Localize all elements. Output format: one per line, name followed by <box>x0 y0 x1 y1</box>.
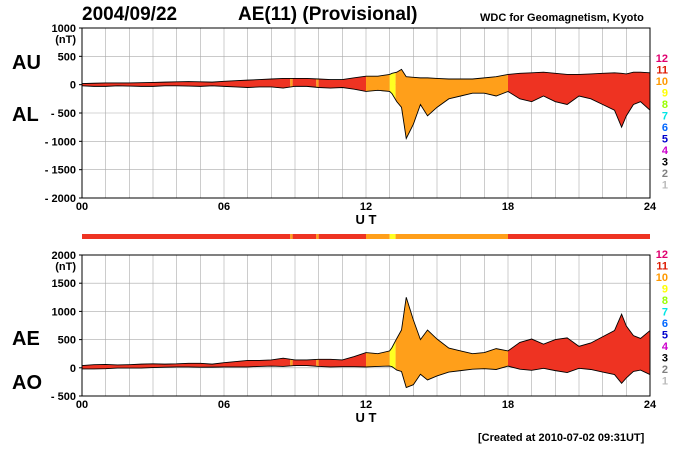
activity-strip-segment-7 <box>395 234 508 239</box>
aual-legend-level-8: 8 <box>662 99 668 111</box>
aual-legend-level-6: 6 <box>662 122 668 134</box>
aeao-legend-level-3: 3 <box>662 353 668 365</box>
aeao-y-tick-label: 0 <box>70 363 76 375</box>
aeao-legend-level-10: 10 <box>656 272 668 284</box>
aeao-activity-fill-0 <box>82 297 291 388</box>
source-label: WDC for Geomagnetism, Kyoto <box>480 12 644 24</box>
al-label: AL <box>12 104 39 126</box>
aual-y-tick-label: - 2000 <box>45 193 76 205</box>
aual-x-axis-label: U T <box>356 212 377 227</box>
aeao-legend-level-8: 8 <box>662 295 668 307</box>
activity-strip-segment-4 <box>318 234 366 239</box>
aual-x-tick-label: 24 <box>644 201 657 213</box>
aual-x-tick-label: 00 <box>76 201 88 213</box>
aeao-legend-level-12: 12 <box>656 249 668 261</box>
aeao-legend-level-9: 9 <box>662 284 668 296</box>
aeao-x-tick-label: 18 <box>502 399 514 411</box>
aual-y-tick-label: - 1000 <box>45 136 76 148</box>
aual-y-tick-label: 1000 <box>52 23 76 35</box>
aeao-y-tick-label: 500 <box>58 335 76 347</box>
aual-legend-level-1: 1 <box>662 180 668 192</box>
aeao-legend-level-7: 7 <box>662 307 668 319</box>
aual-legend-level-11: 11 <box>656 65 668 77</box>
aeao-y-tick-label: 1500 <box>52 278 76 290</box>
aeao-activity-fill-1 <box>290 297 293 388</box>
activity-strip-segment-8 <box>508 234 650 239</box>
activity-strip-segment-0 <box>82 234 291 239</box>
chart-title: AE(11) (Provisional) <box>238 4 418 25</box>
aual-y-tick-label: 500 <box>58 51 76 63</box>
aeao-legend-level-5: 5 <box>662 330 668 342</box>
aeao-legend-level-4: 4 <box>662 341 669 353</box>
activity-strip-segment-1 <box>290 234 293 239</box>
aual-upper-line <box>81 68 651 84</box>
chart-date: 2004/09/22 <box>82 4 178 25</box>
aeao-x-axis-label: U T <box>356 410 377 425</box>
aeao-y-tick-label: 2000 <box>52 250 76 262</box>
aual-legend-level-10: 10 <box>656 76 668 88</box>
aeao-activity-fill-6 <box>389 297 396 388</box>
aeao-y-unit: (nT) <box>55 261 76 273</box>
au-label: AU <box>12 52 41 74</box>
aual-legend-level-12: 12 <box>656 53 668 65</box>
aual-y-unit: (nT) <box>55 34 76 46</box>
aual-legend-level-4: 4 <box>662 145 669 157</box>
aeao-x-tick-label: 06 <box>218 399 230 411</box>
aeao-x-tick-label: 00 <box>76 399 88 411</box>
aual-y-tick-label: - 1500 <box>45 165 76 177</box>
aeao-legend-level-11: 11 <box>656 261 668 273</box>
aeao-lower-line <box>82 365 651 389</box>
aual-legend-level-7: 7 <box>662 111 668 123</box>
aeao-legend-level-1: 1 <box>662 376 668 388</box>
aeao-legend-level-6: 6 <box>662 318 668 330</box>
activity-strip-segment-3 <box>316 234 319 239</box>
aual-legend-level-9: 9 <box>662 88 668 100</box>
activity-strip-segment-2 <box>292 234 317 239</box>
aual-legend-level-5: 5 <box>662 134 668 146</box>
aeao-activity-fill-5 <box>366 297 390 388</box>
aual-legend-level-2: 2 <box>662 168 668 180</box>
ao-label: AO <box>12 372 42 394</box>
activity-strip-segment-6 <box>389 234 396 239</box>
aeao-activity-fill-3 <box>316 297 319 388</box>
aeao-y-tick-label: - 500 <box>51 391 76 403</box>
aeao-x-tick-label: 24 <box>644 399 657 411</box>
aual-x-tick-label: 18 <box>502 201 514 213</box>
aual-lower-line <box>81 85 651 140</box>
activity-strip-segment-5 <box>366 234 390 239</box>
ae-label: AE <box>12 328 40 350</box>
aual-legend-level-3: 3 <box>662 157 668 169</box>
aeao-x-tick-label: 12 <box>360 399 372 411</box>
aeao-legend-level-2: 2 <box>662 364 668 376</box>
aeao-upper-line <box>81 297 651 366</box>
aeao-activity-fill-7 <box>395 297 508 388</box>
aeao-activity-fill-2 <box>292 297 317 388</box>
created-footer: [Created at 2010-07-02 09:31UT] <box>478 432 645 444</box>
aeao-y-tick-label: 1000 <box>52 306 76 318</box>
aual-y-tick-label: 0 <box>70 80 76 92</box>
aual-y-tick-label: - 500 <box>51 108 76 120</box>
aeao-plot-frame <box>81 254 651 397</box>
aual-x-tick-label: 12 <box>360 201 372 213</box>
aual-x-tick-label: 06 <box>218 201 230 213</box>
